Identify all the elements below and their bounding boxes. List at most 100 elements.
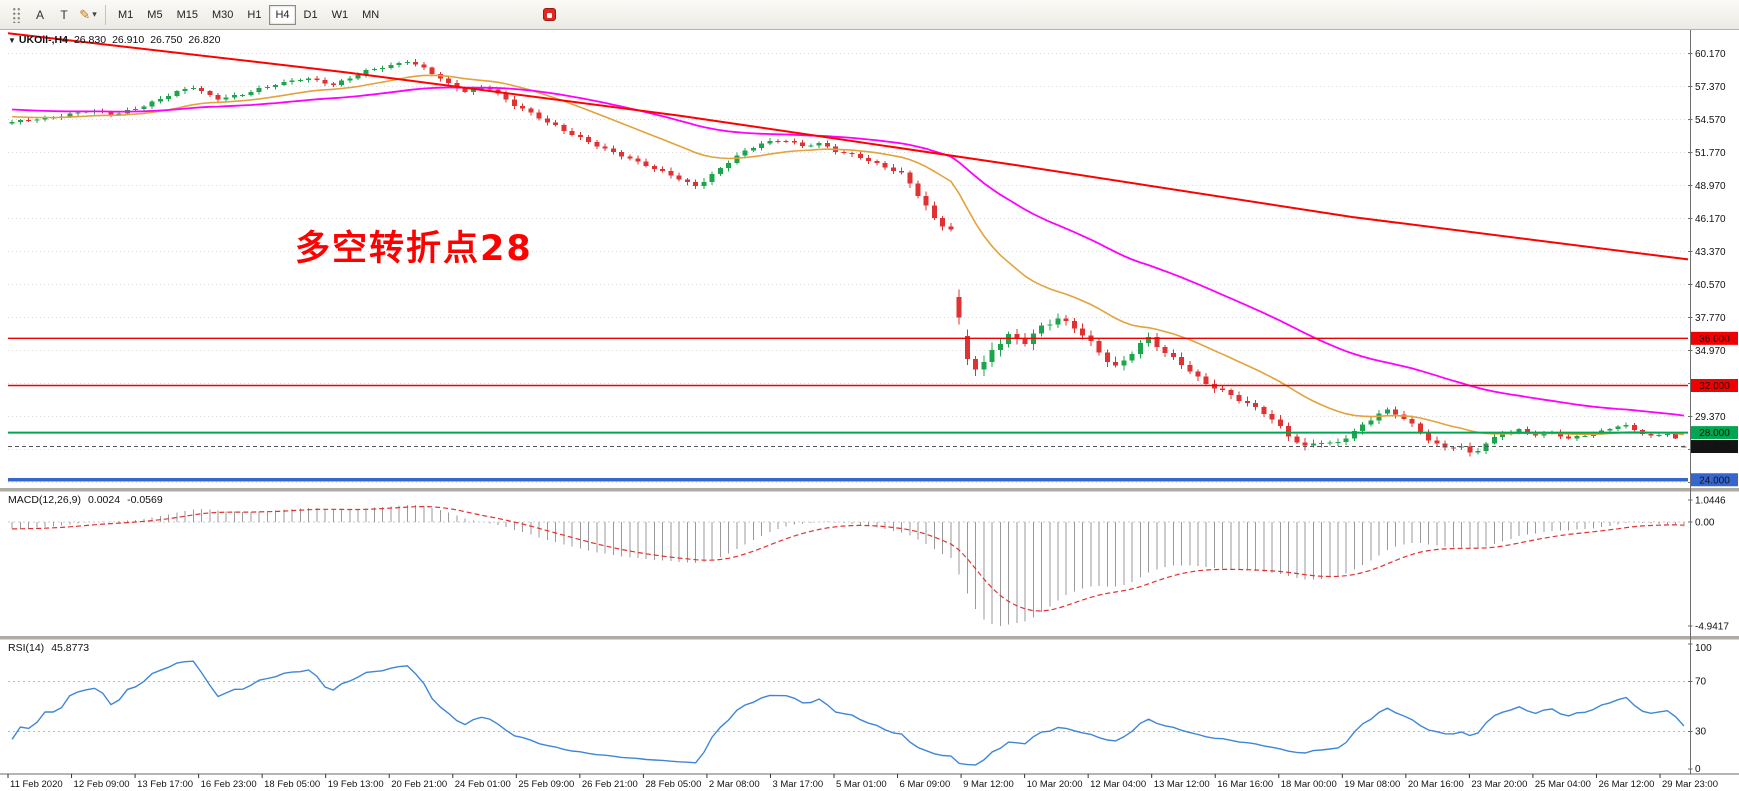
price-tick-label: 48.970 xyxy=(1695,181,1726,192)
timeframe-button-h4[interactable]: H4 xyxy=(269,4,296,25)
time-axis[interactable]: 11 Feb 2020 12 Feb 09:00 13 Feb 17:00 16 Fe… xyxy=(7,774,1718,790)
price-tick-label: 57.370 xyxy=(1695,82,1726,93)
time-axis-label: 6 Mar 09:00 xyxy=(900,779,951,790)
time-axis-label: 25 Feb 09:00 xyxy=(518,779,574,790)
macd-value-main: 0.0024 xyxy=(87,494,121,506)
timeframe-button-d1[interactable]: D1 xyxy=(298,5,324,25)
ohlc-low: 26.750 xyxy=(150,34,183,46)
text-annotation-tool-icon[interactable]: A xyxy=(28,4,52,26)
price-badge xyxy=(1691,331,1738,345)
chart-canvas[interactable]: 60.170 57.370 54.570 51.770 48.970 46.170 43.3… xyxy=(0,30,1739,791)
price-badge xyxy=(1691,426,1738,440)
toolbar: A T ✎ ▾ M1 M5 M15 M30 H1 H4 D1 W1 MN xyxy=(0,0,1739,30)
macd-name: MACD(12,26,9) xyxy=(8,494,81,506)
rsi-name: RSI(14) xyxy=(8,642,45,654)
macd-histogram xyxy=(11,504,1685,626)
symbol-timeframe-label: UKOil-,H4 xyxy=(18,34,68,46)
price-axis[interactable]: 60.170 57.370 54.570 51.770 48.970 46.170 43.3… xyxy=(1688,49,1738,775)
macd-value-signal: -0.0569 xyxy=(127,494,163,506)
price-tick-label: 51.770 xyxy=(1695,148,1726,159)
grip-dots-icon xyxy=(11,6,21,23)
ma-overlays xyxy=(7,32,1689,436)
macd-axis-label: 1.0446 xyxy=(1695,496,1726,507)
time-axis-label: 19 Feb 13:00 xyxy=(328,779,384,790)
timeframe-button-m1[interactable]: M1 xyxy=(112,5,139,25)
price-tick-label: 40.570 xyxy=(1695,280,1726,291)
ohlc-high: 26.910 xyxy=(112,34,145,46)
time-axis-label: 19 Mar 08:00 xyxy=(1344,779,1400,790)
timeframe-button-h1[interactable]: H1 xyxy=(241,5,267,25)
time-axis-label: 13 Feb 17:00 xyxy=(137,779,193,790)
price-tick-label: 54.570 xyxy=(1695,115,1726,126)
pencil-icon: ✎ xyxy=(79,6,91,22)
ohlc-close: 26.820 xyxy=(188,34,221,46)
time-axis-label: 23 Mar 20:00 xyxy=(1471,779,1527,790)
rsi-axis-label: 0 xyxy=(1695,764,1701,775)
time-axis-label: 3 Mar 17:00 xyxy=(772,779,823,790)
timeframe-button-m5[interactable]: M5 xyxy=(141,5,168,25)
time-axis-label: 5 Mar 01:00 xyxy=(836,779,887,790)
timeframe-button-w1[interactable]: W1 xyxy=(326,5,355,25)
time-axis-label: 10 Mar 20:00 xyxy=(1027,779,1083,790)
timeframe-button-group: M1 M5 M15 M30 H1 H4 D1 W1 MN xyxy=(111,4,386,25)
time-axis-label: 28 Feb 05:00 xyxy=(645,779,701,790)
overlay-ma-medium[interactable] xyxy=(12,86,1685,417)
price-tick-label: 46.170 xyxy=(1695,214,1726,225)
time-axis-label: 18 Mar 00:00 xyxy=(1281,779,1337,790)
overlay-ma-fast[interactable] xyxy=(12,74,1684,436)
price-badge-label: 32.000 xyxy=(1699,381,1730,392)
time-axis-label: 16 Mar 16:00 xyxy=(1217,779,1273,790)
time-axis-label: 20 Mar 16:00 xyxy=(1408,779,1464,790)
price-tick-label: 29.370 xyxy=(1695,412,1726,423)
rsi-axis-label: 100 xyxy=(1695,643,1712,654)
price-badge xyxy=(1691,378,1738,392)
rsi-indicator-label: RSI(14) 45.8773 xyxy=(8,642,96,654)
price-badge-label: 24.000 xyxy=(1699,475,1730,486)
price-badge xyxy=(1691,440,1738,454)
time-axis-label: 2 Mar 08:00 xyxy=(709,779,760,790)
price-badge-label: 28.000 xyxy=(1699,428,1730,439)
ohlc-open: 26.830 xyxy=(73,34,107,46)
price-badge-label: 36.000 xyxy=(1699,334,1730,345)
time-axis-label: 25 Mar 04:00 xyxy=(1535,779,1591,790)
time-axis-label: 20 Feb 21:00 xyxy=(391,779,447,790)
time-axis-label: 29 Mar 23:00 xyxy=(1662,779,1718,790)
toolbar-grip-icon[interactable] xyxy=(4,4,28,26)
price-tick-label: 43.370 xyxy=(1695,247,1726,258)
chart-window: 60.170 57.370 54.570 51.770 48.970 46.170 43.3… xyxy=(0,30,1739,791)
price-tick-label: 60.170 xyxy=(1695,49,1726,60)
time-axis-label: 16 Feb 23:00 xyxy=(201,779,257,790)
text-label-tool-icon[interactable]: T xyxy=(52,4,76,26)
time-axis-label: 13 Mar 12:00 xyxy=(1154,779,1210,790)
rsi-line xyxy=(11,660,1685,766)
price-badge xyxy=(1691,473,1738,487)
timeframe-button-m30[interactable]: M30 xyxy=(206,5,239,25)
rsi-axis-label: 30 xyxy=(1695,727,1707,738)
timeframe-button-mn[interactable]: MN xyxy=(356,5,385,25)
price-tick-label: 34.970 xyxy=(1695,346,1726,357)
candles xyxy=(9,59,1687,457)
time-axis-label: 24 Feb 01:00 xyxy=(455,779,511,790)
macd-axis-label: 0.00 xyxy=(1695,518,1715,529)
macd-axis-label: -4.9417 xyxy=(1695,622,1729,633)
macd-signal-line xyxy=(12,505,1684,612)
price-badge-label: 26.820 xyxy=(1699,442,1730,453)
time-axis-label: 26 Feb 21:00 xyxy=(582,779,638,790)
rsi-value: 45.8773 xyxy=(51,642,90,654)
collapse-triangle-icon[interactable]: ▼ xyxy=(8,36,16,45)
horizontal-levels xyxy=(8,337,1688,482)
chart-annotation-text[interactable]: 多空转折点28 xyxy=(295,229,533,269)
draw-tools-button[interactable]: ✎ ▾ xyxy=(76,4,100,26)
timeframe-button-m15[interactable]: M15 xyxy=(171,5,204,25)
time-axis-label: 12 Mar 04:00 xyxy=(1090,779,1146,790)
panel-separators[interactable] xyxy=(0,488,1739,640)
toolbar-separator xyxy=(105,4,106,25)
alert-icon[interactable] xyxy=(543,8,556,21)
macd-indicator-label: MACD(12,26,9) 0.0024 -0.0569 xyxy=(8,494,170,506)
overlay-trend-line[interactable] xyxy=(7,32,1689,261)
time-axis-label: 11 Feb 2020 xyxy=(10,779,63,790)
time-axis-label: 12 Feb 09:00 xyxy=(74,779,130,790)
price-tick-label: 37.770 xyxy=(1695,313,1726,324)
rsi-axis-label: 70 xyxy=(1695,677,1707,688)
time-axis-label: 9 Mar 12:00 xyxy=(963,779,1014,790)
